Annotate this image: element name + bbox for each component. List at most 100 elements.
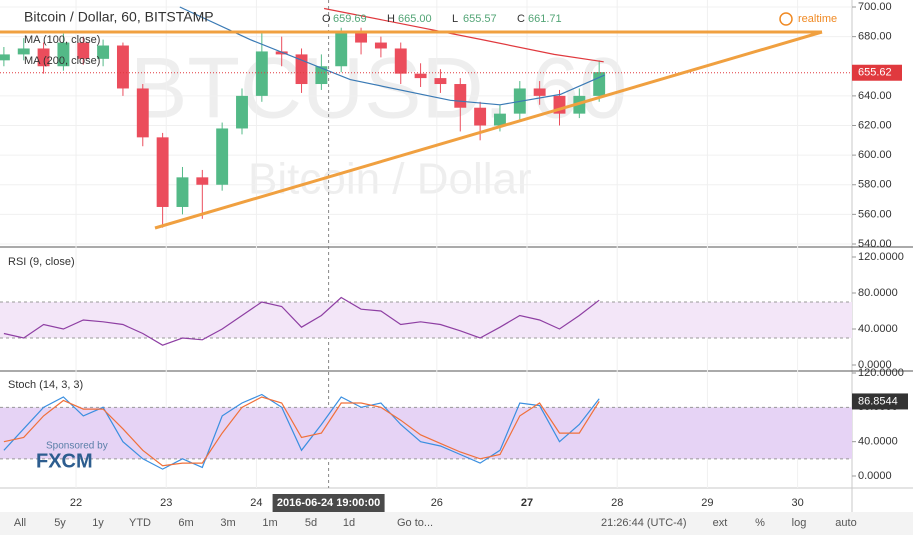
series-line bbox=[3, 396, 600, 467]
y-tick-label: 640.00 bbox=[858, 90, 892, 102]
ohlc-value: 661.71 bbox=[528, 13, 562, 25]
last-price-box bbox=[852, 64, 902, 81]
panel-title: RSI (9, close) bbox=[8, 256, 75, 268]
chart-title: Bitcoin / Dollar, 60, BITSTAMP bbox=[24, 9, 214, 25]
candle-body bbox=[275, 51, 288, 55]
series-line bbox=[323, 7, 604, 63]
plot: 540.00 560.00 580.00 600.00 620.00 640.00 680.… bbox=[0, 0, 908, 512]
ohlc-key: C bbox=[517, 13, 525, 25]
candle-body bbox=[553, 95, 566, 114]
ohlc-value: 659.69 bbox=[333, 13, 367, 25]
x-tick-label: 27 bbox=[521, 497, 533, 509]
ohlc-value: 655.57 bbox=[463, 13, 497, 25]
candle-body bbox=[136, 88, 149, 138]
band bbox=[0, 407, 852, 459]
toolbar-button[interactable]: 1d bbox=[343, 517, 355, 529]
toolbar-button[interactable]: 3m bbox=[220, 517, 235, 529]
candle-body bbox=[156, 137, 169, 207]
candle-body bbox=[355, 32, 368, 43]
candle-body bbox=[394, 48, 407, 74]
candle-body bbox=[97, 45, 110, 59]
y-tick-label: 540.00 bbox=[858, 238, 892, 250]
toolbar-button[interactable]: 5d bbox=[305, 517, 317, 529]
last-price-label: 655.62 bbox=[858, 67, 892, 79]
candle-body bbox=[414, 73, 427, 79]
candle-body bbox=[533, 88, 546, 96]
candle-body bbox=[454, 84, 467, 108]
y-tick-label: 120.0000 bbox=[858, 367, 904, 379]
band bbox=[0, 302, 852, 338]
toolbar-button[interactable]: log bbox=[792, 517, 807, 529]
candle-body bbox=[374, 42, 387, 49]
x-tick-label: 30 bbox=[791, 497, 803, 509]
y-tick-label: 40.0000 bbox=[858, 323, 898, 335]
series-line bbox=[179, 6, 605, 106]
toolbar-button[interactable]: ext bbox=[713, 517, 728, 529]
candle-body bbox=[37, 48, 50, 67]
panel-title: Stoch (14, 3, 3) bbox=[8, 379, 83, 391]
watermark-symbol: BTCUSD, 60 bbox=[130, 41, 627, 137]
realtime-icon bbox=[779, 12, 793, 26]
candle-body bbox=[434, 78, 447, 85]
candle-body bbox=[17, 48, 30, 55]
candle-body bbox=[335, 32, 348, 67]
y-tick-label: 120.0000 bbox=[858, 251, 904, 263]
candle-body bbox=[196, 177, 209, 185]
y-tick-label: 40.0000 bbox=[858, 436, 898, 448]
toolbar-button[interactable]: 5y bbox=[54, 517, 66, 529]
sponsor-logo: FXCM bbox=[36, 450, 93, 472]
toolbar-button[interactable]: 1m bbox=[262, 517, 277, 529]
toolbar-button[interactable]: 1y bbox=[92, 517, 104, 529]
x-tick-label: 26 bbox=[431, 497, 443, 509]
candle-body bbox=[176, 177, 189, 207]
toolbar-button[interactable]: Go to... bbox=[397, 517, 433, 529]
x-tick-label: 29 bbox=[701, 497, 713, 509]
toolbar bbox=[0, 512, 913, 535]
line bbox=[3, 296, 600, 346]
candle-body bbox=[57, 42, 70, 67]
crosshair-label: 2016-06-24 19:00:00 bbox=[277, 497, 380, 509]
candle-body bbox=[295, 54, 308, 85]
sponsor-label: Sponsored by bbox=[46, 441, 108, 452]
toolbar-button[interactable]: auto bbox=[835, 517, 856, 529]
toolbar-button[interactable]: YTD bbox=[129, 517, 151, 529]
value-box bbox=[852, 393, 908, 410]
y-tick-label: 560.00 bbox=[858, 208, 892, 220]
candle-body bbox=[236, 95, 248, 129]
y-tick-label: 0.0000 bbox=[858, 359, 892, 371]
y-tick-label: 620.00 bbox=[858, 119, 892, 131]
y-tick-label: 600.00 bbox=[858, 149, 892, 161]
x-tick-label: 24 bbox=[250, 497, 262, 509]
y-tick-label: 580.00 bbox=[858, 179, 892, 191]
trend-line bbox=[154, 30, 823, 230]
x-tick-label: 22 bbox=[70, 497, 82, 509]
legend-entry: MA (200, close) bbox=[24, 55, 100, 67]
ohlc-key: H bbox=[387, 13, 395, 25]
candle-body bbox=[216, 128, 229, 185]
y-tick-label: 0.0000 bbox=[858, 470, 892, 482]
ohlc-key: O bbox=[322, 13, 331, 25]
x-tick-label: 23 bbox=[160, 497, 172, 509]
ohlc-key: L bbox=[452, 13, 458, 25]
candle-body bbox=[315, 66, 328, 85]
toolbar-button[interactable]: All bbox=[14, 517, 26, 529]
toolbar-button[interactable]: 6m bbox=[178, 517, 193, 529]
clock: 21:26:44 (UTC-4) bbox=[601, 517, 687, 529]
candle-body bbox=[0, 54, 10, 61]
candle-body bbox=[494, 113, 506, 126]
ohlc-value: 665.00 bbox=[398, 13, 432, 25]
legend-entry: MA (100, close) bbox=[24, 34, 100, 46]
candle-body bbox=[593, 72, 606, 96]
candle-body bbox=[255, 51, 268, 96]
crosshair-box bbox=[272, 494, 385, 512]
y-tick-label: 80.0000 bbox=[858, 287, 898, 299]
y-tick-label: 700.00 bbox=[858, 1, 892, 13]
series-line bbox=[3, 393, 600, 470]
candle-body bbox=[77, 42, 90, 59]
value-label: 86.8544 bbox=[858, 395, 898, 407]
x-tick-label: 28 bbox=[611, 497, 623, 509]
watermark-name: Bitcoin / Dollar bbox=[248, 155, 532, 204]
candle-body bbox=[116, 45, 129, 89]
toolbar-button[interactable]: % bbox=[755, 517, 765, 529]
